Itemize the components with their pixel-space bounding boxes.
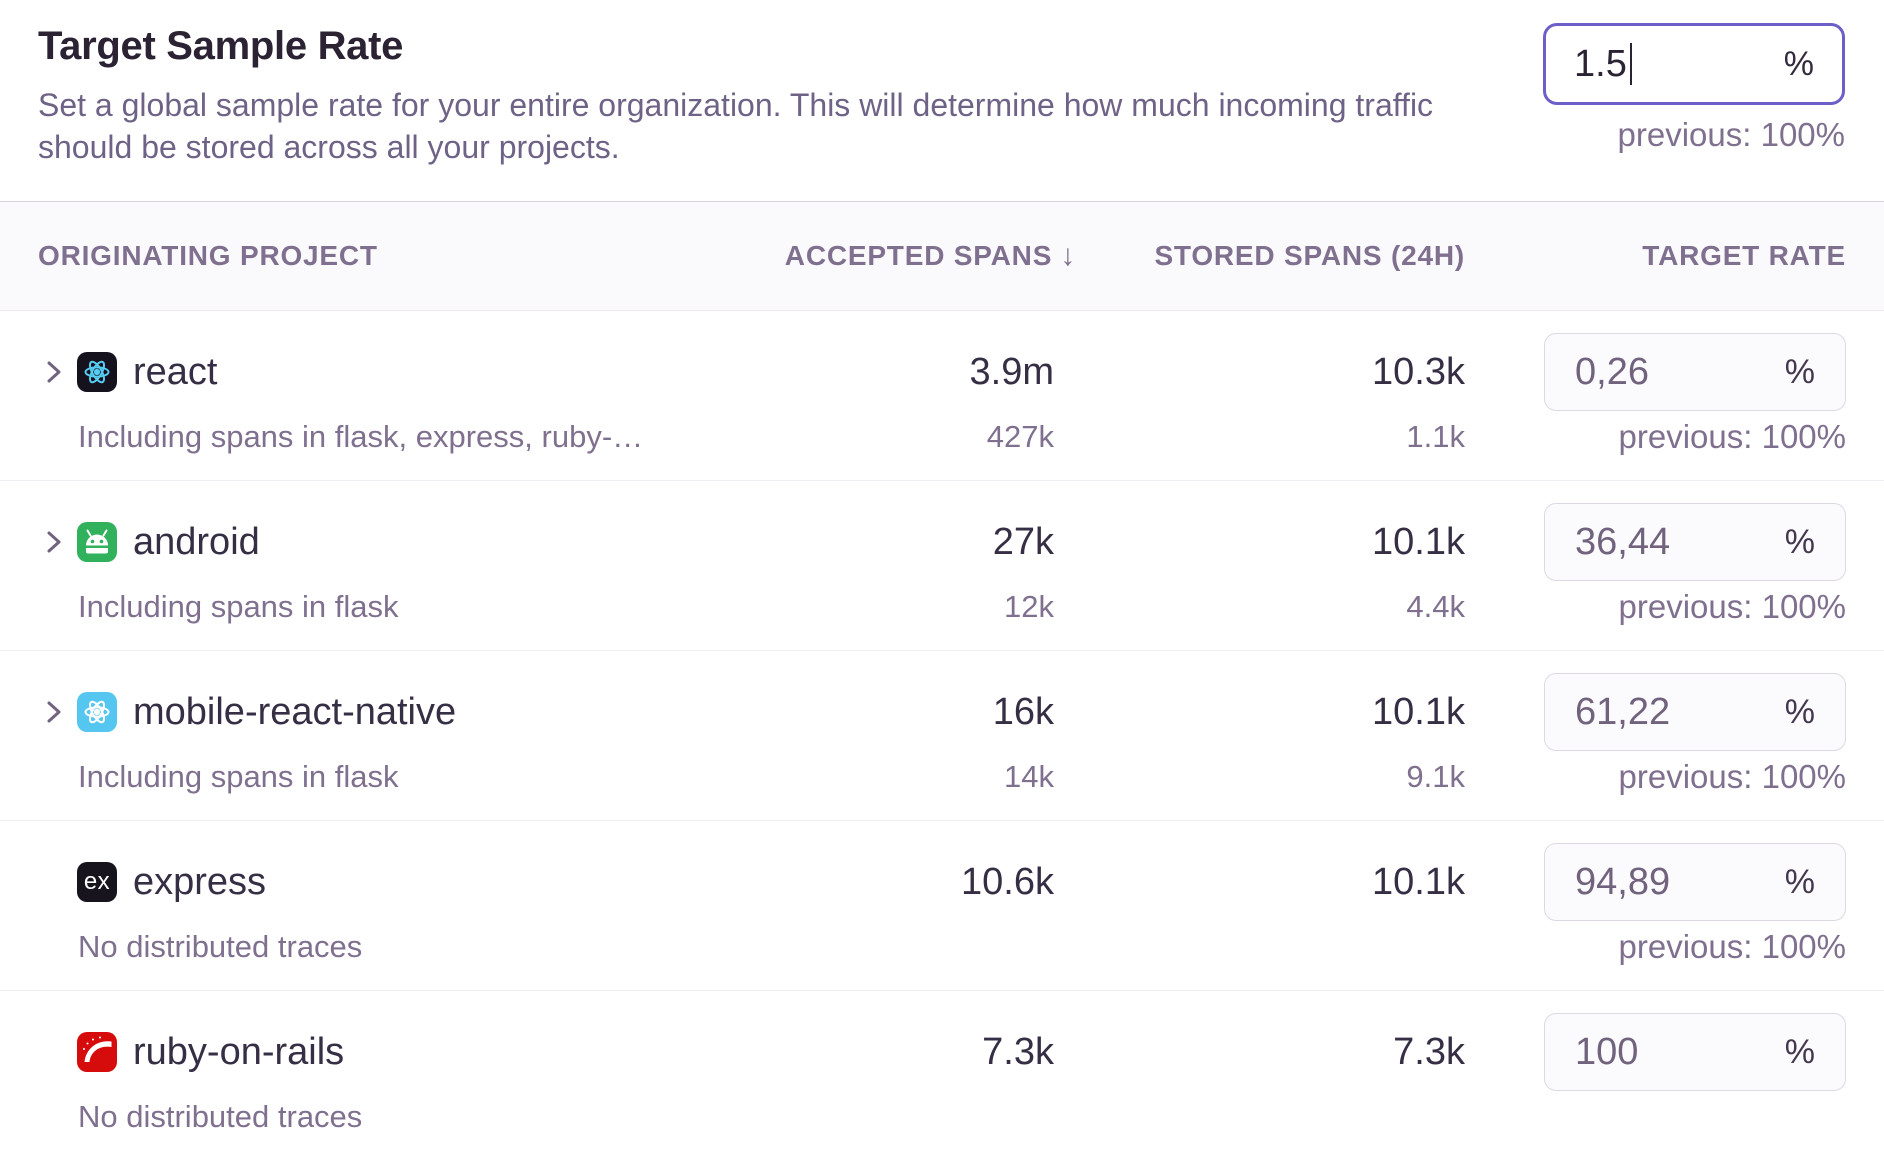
- previous-rate-label: previous: 100%: [1618, 928, 1846, 965]
- project-subtext: Including spans in flask, express, ruby-…: [78, 419, 644, 454]
- global-sample-rate-input[interactable]: 1.5 %: [1543, 23, 1845, 105]
- project-subtext: Including spans in flask: [78, 589, 399, 624]
- project-name: mobile-react-native: [133, 690, 457, 733]
- target-rate-value: 61,22: [1575, 690, 1671, 733]
- target-rate-cell: 0,26 %: [1465, 330, 1846, 414]
- col-originating-project: ORIGINATING PROJECT: [38, 240, 378, 271]
- rails-icon: [77, 1032, 117, 1072]
- target-rate-value: 100: [1575, 1030, 1639, 1073]
- expand-chevron-icon[interactable]: [43, 529, 65, 555]
- previous-rate-label: previous: 100%: [1617, 116, 1845, 153]
- stored-spans-subvalue: 9.1k: [1406, 759, 1465, 794]
- table-row: react 3.9m 10.3k 0,26 % Including spans …: [0, 311, 1884, 481]
- accepted-spans-value: 16k: [992, 690, 1054, 733]
- express-icon: ex: [77, 862, 117, 902]
- percent-sign: %: [1784, 692, 1815, 731]
- accepted-spans-subvalue: 14k: [1004, 759, 1054, 794]
- project-cell: ex express: [38, 840, 734, 924]
- accepted-spans-subvalue: 12k: [1004, 589, 1054, 624]
- target-rate-input[interactable]: 94,89 %: [1544, 843, 1846, 921]
- android-icon: [77, 522, 117, 562]
- stored-spans-value: 10.1k: [1372, 690, 1465, 733]
- stored-spans-subvalue: 1.1k: [1406, 419, 1465, 454]
- page-description-line2: should be stored across all your project…: [38, 129, 620, 165]
- project-subtext: No distributed traces: [78, 1099, 363, 1134]
- project-cell: ruby-on-rails: [38, 1010, 734, 1094]
- project-rows: react 3.9m 10.3k 0,26 % Including spans …: [0, 311, 1884, 1160]
- expand-chevron-icon[interactable]: [43, 359, 65, 385]
- accepted-spans-subvalue: [734, 1094, 1054, 1140]
- target-rate-cell: 94,89 %: [1465, 840, 1846, 924]
- project-name: android: [133, 520, 260, 563]
- percent-sign: %: [1784, 522, 1815, 561]
- percent-sign: %: [1784, 862, 1815, 901]
- stored-spans-value: 10.1k: [1372, 860, 1465, 903]
- project-name: ruby-on-rails: [133, 1030, 345, 1073]
- stored-spans-subvalue: [1054, 1094, 1465, 1140]
- table-row: android 27k 10.1k 36,44 % Including span…: [0, 481, 1884, 651]
- table-row: mobile-react-native 16k 10.1k 61,22 % In…: [0, 651, 1884, 821]
- accepted-spans-subvalue: [734, 924, 1054, 970]
- react-light-icon: [77, 692, 117, 732]
- target-rate-input[interactable]: 0,26 %: [1544, 333, 1846, 411]
- percent-sign: %: [1784, 352, 1815, 391]
- col-target-rate: TARGET RATE: [1642, 240, 1846, 271]
- express-badge-text: ex: [83, 868, 111, 895]
- target-rate-input[interactable]: 100 %: [1544, 1013, 1846, 1091]
- sort-arrow-down-icon: ↓: [1060, 239, 1076, 272]
- project-cell: mobile-react-native: [38, 670, 734, 754]
- react-dark-icon: [77, 352, 117, 392]
- col-stored-spans: STORED SPANS (24H): [1154, 240, 1465, 271]
- percent-sign: %: [1784, 1032, 1815, 1071]
- project-cell: android: [38, 500, 734, 584]
- accepted-spans-value: 7.3k: [982, 1030, 1054, 1073]
- target-rate-input[interactable]: 36,44 %: [1544, 503, 1846, 581]
- stored-spans-value: 7.3k: [1393, 1030, 1465, 1073]
- project-name: express: [133, 860, 267, 903]
- settings-header: Target Sample Rate Set a global sample r…: [0, 0, 1884, 201]
- project-subtext: Including spans in flask: [78, 759, 399, 794]
- previous-rate-label: previous: 100%: [1618, 758, 1846, 795]
- table-header: ORIGINATING PROJECT ACCEPTED SPANS ↓ STOR…: [0, 201, 1884, 311]
- table-row: ruby-on-rails 7.3k 7.3k 100 % No distrib…: [0, 991, 1884, 1160]
- global-rate-value: 1.5: [1574, 43, 1632, 86]
- target-rate-input[interactable]: 61,22 %: [1544, 673, 1846, 751]
- stored-spans-value: 10.3k: [1372, 350, 1465, 393]
- table-row: ex express 10.6k 10.1k 94,89 % No distri…: [0, 821, 1884, 991]
- expand-chevron-icon[interactable]: [43, 699, 65, 725]
- percent-sign: %: [1783, 44, 1814, 83]
- accepted-spans-value: 3.9m: [969, 350, 1054, 393]
- project-name: react: [133, 350, 218, 393]
- previous-rate-label: previous: 100%: [1618, 418, 1846, 455]
- page-description-line1: Set a global sample rate for your entire…: [38, 87, 1434, 123]
- previous-rate-label: previous: 100%: [1618, 588, 1846, 625]
- col-accepted-spans[interactable]: ACCEPTED SPANS ↓: [784, 239, 1076, 272]
- stored-spans-subvalue: [1054, 924, 1465, 970]
- accepted-spans-value: 27k: [992, 520, 1054, 563]
- accepted-spans-subvalue: 427k: [986, 419, 1054, 454]
- stored-spans-subvalue: 4.4k: [1406, 589, 1465, 624]
- text-caret: [1629, 43, 1632, 85]
- project-subtext: No distributed traces: [78, 929, 363, 964]
- target-rate-value: 0,26: [1575, 350, 1649, 393]
- target-rate-cell: 61,22 %: [1465, 670, 1846, 754]
- target-rate-cell: 36,44 %: [1465, 500, 1846, 584]
- project-cell: react: [38, 330, 734, 414]
- target-rate-value: 94,89: [1575, 860, 1671, 903]
- target-rate-value: 36,44: [1575, 520, 1671, 563]
- page-description: Set a global sample rate for your entire…: [38, 84, 1433, 168]
- accepted-spans-value: 10.6k: [961, 860, 1054, 903]
- page-title: Target Sample Rate: [38, 24, 404, 68]
- stored-spans-value: 10.1k: [1372, 520, 1465, 563]
- target-rate-cell: 100 %: [1465, 1010, 1846, 1094]
